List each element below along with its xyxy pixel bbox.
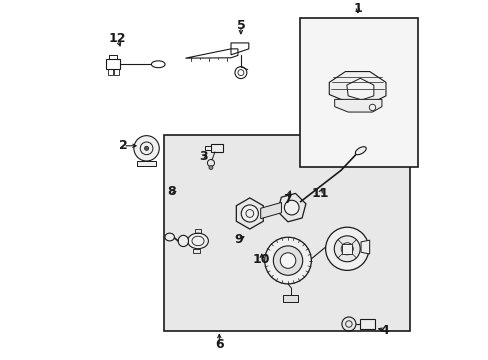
- Circle shape: [241, 205, 258, 222]
- Circle shape: [334, 236, 360, 262]
- Circle shape: [238, 69, 244, 76]
- Text: 11: 11: [311, 187, 328, 200]
- Polygon shape: [334, 99, 381, 112]
- Text: 2: 2: [119, 139, 127, 152]
- Polygon shape: [277, 193, 305, 222]
- Circle shape: [325, 227, 368, 270]
- Ellipse shape: [355, 147, 366, 155]
- Text: 6: 6: [215, 338, 223, 351]
- Polygon shape: [346, 78, 373, 100]
- Ellipse shape: [164, 233, 174, 241]
- Polygon shape: [328, 72, 385, 101]
- Polygon shape: [282, 295, 298, 302]
- Circle shape: [273, 246, 302, 275]
- Circle shape: [134, 136, 159, 161]
- Circle shape: [264, 237, 311, 284]
- Circle shape: [284, 200, 299, 215]
- Polygon shape: [204, 146, 210, 150]
- Text: 1: 1: [353, 3, 362, 15]
- Ellipse shape: [187, 233, 208, 249]
- Circle shape: [208, 166, 213, 170]
- Polygon shape: [360, 240, 369, 254]
- Bar: [300, 18, 418, 167]
- Text: 5: 5: [236, 19, 245, 32]
- Text: 12: 12: [109, 32, 126, 45]
- Polygon shape: [137, 161, 156, 166]
- Circle shape: [280, 253, 295, 268]
- Text: 9: 9: [234, 233, 243, 246]
- Polygon shape: [359, 319, 374, 329]
- Text: 3: 3: [199, 150, 207, 163]
- Text: 7: 7: [283, 193, 291, 206]
- Text: 10: 10: [252, 253, 270, 266]
- Polygon shape: [260, 202, 281, 219]
- Bar: [163, 135, 409, 331]
- Ellipse shape: [178, 235, 188, 247]
- Polygon shape: [236, 198, 263, 229]
- Text: 4: 4: [380, 324, 388, 337]
- Polygon shape: [341, 244, 352, 254]
- Text: 8: 8: [167, 185, 176, 198]
- Polygon shape: [210, 144, 223, 152]
- Circle shape: [144, 146, 148, 150]
